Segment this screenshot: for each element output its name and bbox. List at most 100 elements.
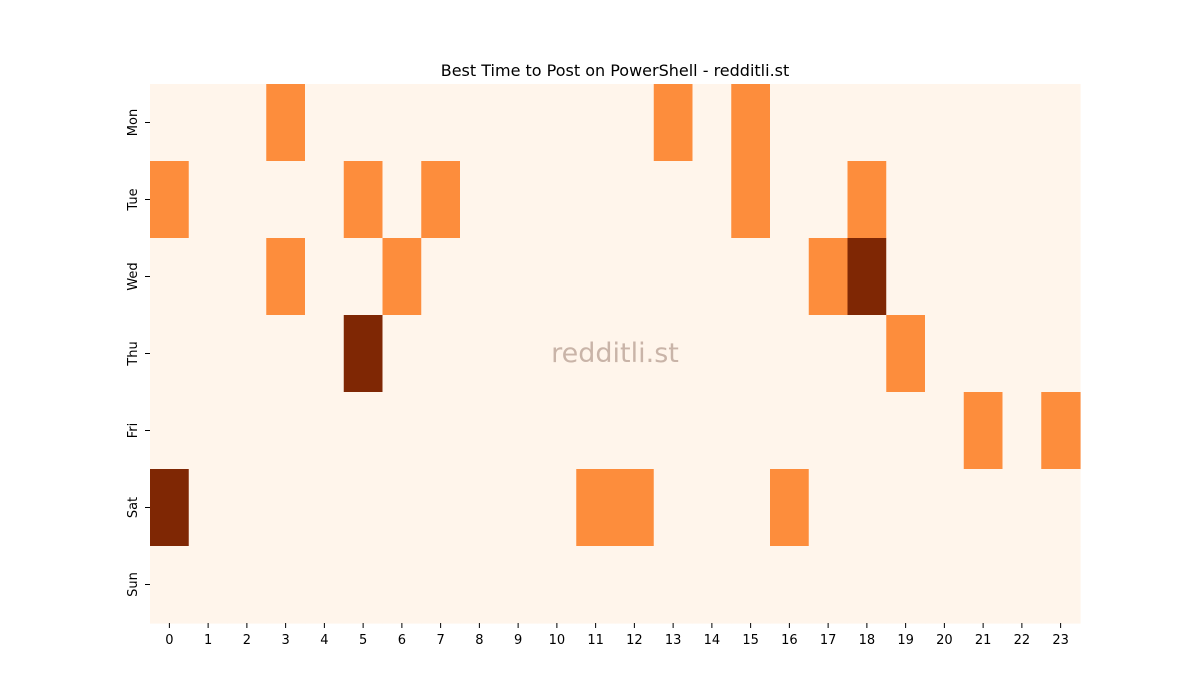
- heatmap-cell-mon-13: [653, 84, 694, 162]
- heatmap-cell-wed-15: [731, 238, 771, 316]
- heatmap-cell-fri-6: [382, 392, 422, 470]
- heatmap-cell-thu-7: [421, 315, 461, 393]
- heatmap-cell-tue-16: [770, 161, 810, 239]
- x-tick-label: 5: [359, 633, 367, 648]
- heatmap-cell-sun-19: [886, 546, 926, 624]
- heatmap-cell-tue-21: [963, 161, 1004, 239]
- x-tick-label: 18: [859, 633, 876, 648]
- x-tick-label: 11: [587, 633, 604, 648]
- heatmap-cell-fri-16: [770, 392, 810, 470]
- heatmap-cell-tue-8: [460, 161, 500, 239]
- heatmap-cell-thu-4: [305, 315, 345, 393]
- heatmap-cell-sun-23: [1041, 546, 1081, 624]
- heatmap-cell-sun-3: [266, 546, 306, 624]
- heatmap-cell-fri-5: [343, 392, 384, 470]
- heatmap-cell-mon-1: [188, 84, 229, 162]
- heatmap-cell-tue-4: [305, 161, 345, 239]
- heatmap-cell-thu-1: [188, 315, 229, 393]
- heatmap-cell-mon-23: [1041, 84, 1081, 162]
- heatmap-cell-wed-20: [925, 238, 965, 316]
- x-tick-label: 15: [742, 633, 759, 648]
- y-tick-label: Mon: [126, 109, 141, 136]
- x-tick-label: 21: [975, 633, 992, 648]
- heatmap-cell-sat-12: [615, 469, 655, 547]
- heatmap-cell-mon-15: [731, 84, 771, 162]
- heatmap-cell-tue-1: [188, 161, 229, 239]
- heatmap-cell-mon-3: [266, 84, 306, 162]
- heatmap-cell-wed-12: [615, 238, 655, 316]
- x-tick-label: 22: [1014, 633, 1031, 648]
- heatmap-cell-sat-18: [847, 469, 887, 547]
- heatmap-cell-mon-16: [770, 84, 810, 162]
- watermark: redditli.st: [551, 338, 679, 369]
- heatmap-cell-tue-18: [847, 161, 887, 239]
- heatmap-cell-tue-23: [1041, 161, 1081, 239]
- heatmap-cell-fri-23: [1041, 392, 1081, 470]
- y-tick-label: Sat: [126, 497, 141, 518]
- heatmap-cell-sun-20: [925, 546, 965, 624]
- heatmap-cell-tue-0: [150, 161, 190, 239]
- heatmap-cell-sun-0: [150, 546, 190, 624]
- heatmap-cell-tue-13: [653, 161, 694, 239]
- heatmap-cell-thu-6: [382, 315, 422, 393]
- heatmap-cell-tue-14: [692, 161, 732, 239]
- heatmap-cell-wed-6: [382, 238, 422, 316]
- heatmap-cell-wed-5: [343, 238, 384, 316]
- y-tick-label: Thu: [126, 341, 141, 366]
- heatmap-cell-sun-17: [808, 546, 849, 624]
- heatmap-cell-wed-11: [576, 238, 616, 316]
- heatmap-cell-wed-8: [460, 238, 500, 316]
- heatmap-cell-thu-12: [615, 315, 655, 393]
- heatmap-cell-sat-14: [692, 469, 732, 547]
- heatmap-cell-sat-0: [150, 469, 190, 547]
- heatmap-cell-tue-20: [925, 161, 965, 239]
- heatmap-cell-mon-11: [576, 84, 616, 162]
- heatmap-cell-sat-19: [886, 469, 926, 547]
- heatmap-cell-mon-12: [615, 84, 655, 162]
- heatmap-cell-sun-1: [188, 546, 229, 624]
- heatmap-cell-fri-11: [576, 392, 616, 470]
- heatmap-cell-fri-12: [615, 392, 655, 470]
- y-tick-label: Sun: [126, 572, 141, 597]
- heatmap-cell-sat-2: [227, 469, 267, 547]
- heatmap-cell-sat-10: [537, 469, 577, 547]
- heatmap-cell-fri-17: [808, 392, 849, 470]
- x-tick-label: 23: [1052, 633, 1069, 648]
- heatmap-cell-mon-0: [150, 84, 190, 162]
- heatmap-cell-thu-11: [576, 315, 616, 393]
- heatmap-cell-fri-4: [305, 392, 345, 470]
- heatmap-cell-tue-2: [227, 161, 267, 239]
- heatmap-cell-wed-16: [770, 238, 810, 316]
- heatmap-cell-mon-17: [808, 84, 849, 162]
- heatmap-cell-fri-22: [1002, 392, 1042, 470]
- heatmap-cell-thu-14: [692, 315, 732, 393]
- heatmap-cell-sun-2: [227, 546, 267, 624]
- heatmap-cell-wed-2: [227, 238, 267, 316]
- heatmap-cell-mon-20: [925, 84, 965, 162]
- heatmap-cell-tue-11: [576, 161, 616, 239]
- heatmap-cell-tue-15: [731, 161, 771, 239]
- x-tick-label: 6: [398, 633, 406, 648]
- heatmap-cell-mon-6: [382, 84, 422, 162]
- heatmap-cells: [150, 84, 1081, 624]
- x-tick-label: 7: [436, 633, 444, 648]
- heatmap-cell-sat-20: [925, 469, 965, 547]
- heatmap-cell-wed-4: [305, 238, 345, 316]
- heatmap-cell-sun-15: [731, 546, 771, 624]
- heatmap-cell-wed-3: [266, 238, 306, 316]
- heatmap-cell-sat-22: [1002, 469, 1042, 547]
- heatmap-cell-sun-14: [692, 546, 732, 624]
- heatmap-cell-fri-15: [731, 392, 771, 470]
- heatmap-cell-tue-10: [537, 161, 577, 239]
- heatmap-cell-sat-13: [653, 469, 694, 547]
- heatmap-cell-fri-8: [460, 392, 500, 470]
- x-tick-label: 10: [549, 633, 566, 648]
- heatmap-cell-thu-3: [266, 315, 306, 393]
- heatmap-cell-mon-9: [498, 84, 539, 162]
- heatmap-cell-sun-5: [343, 546, 384, 624]
- heatmap-cell-fri-3: [266, 392, 306, 470]
- heatmap-cell-mon-14: [692, 84, 732, 162]
- heatmap-cell-thu-8: [460, 315, 500, 393]
- x-tick-label: 4: [320, 633, 328, 648]
- x-tick-label: 0: [165, 633, 173, 648]
